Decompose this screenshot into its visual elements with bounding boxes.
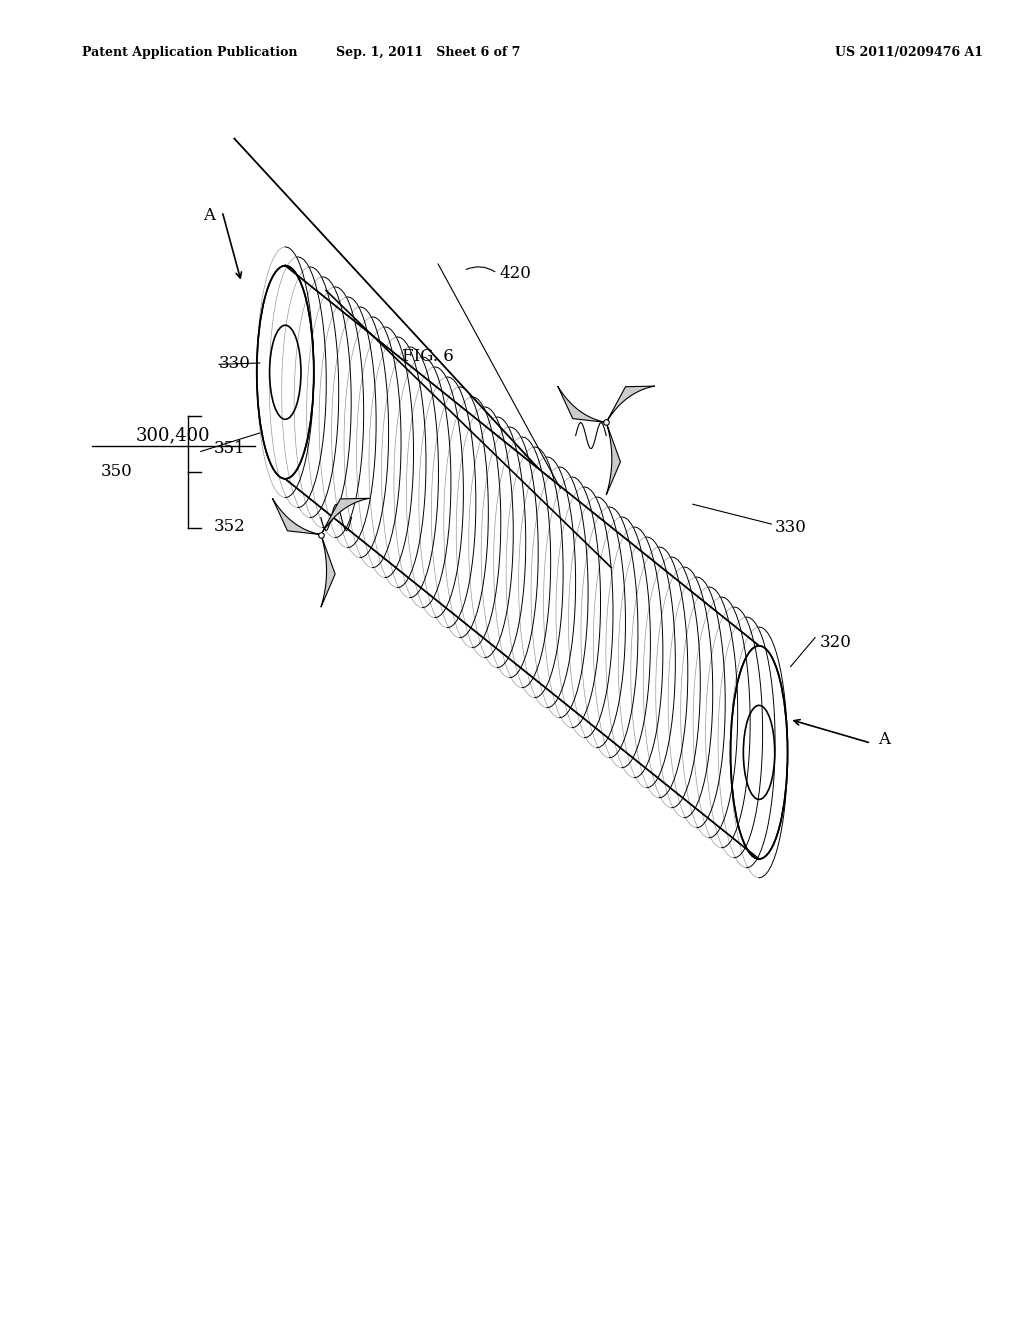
Text: 320: 320 bbox=[820, 635, 852, 651]
Polygon shape bbox=[606, 422, 621, 495]
Text: 300,400: 300,400 bbox=[136, 426, 211, 445]
Text: 330: 330 bbox=[774, 520, 806, 536]
Polygon shape bbox=[606, 385, 654, 422]
Text: Patent Application Publication: Patent Application Publication bbox=[82, 46, 297, 59]
Text: Sep. 1, 2011   Sheet 6 of 7: Sep. 1, 2011 Sheet 6 of 7 bbox=[336, 46, 520, 59]
Text: US 2011/0209476 A1: US 2011/0209476 A1 bbox=[836, 46, 983, 59]
Polygon shape bbox=[286, 265, 759, 859]
Polygon shape bbox=[321, 535, 335, 607]
Text: 420: 420 bbox=[500, 265, 531, 281]
Polygon shape bbox=[558, 385, 606, 422]
Text: 330: 330 bbox=[219, 355, 251, 371]
Polygon shape bbox=[272, 499, 321, 535]
Polygon shape bbox=[321, 499, 370, 535]
Text: 350: 350 bbox=[100, 463, 132, 479]
Text: FIG. 6: FIG. 6 bbox=[402, 348, 454, 364]
Text: 352: 352 bbox=[214, 519, 246, 535]
Text: A: A bbox=[879, 731, 890, 747]
Text: A: A bbox=[203, 207, 215, 224]
Text: 351: 351 bbox=[214, 441, 246, 457]
